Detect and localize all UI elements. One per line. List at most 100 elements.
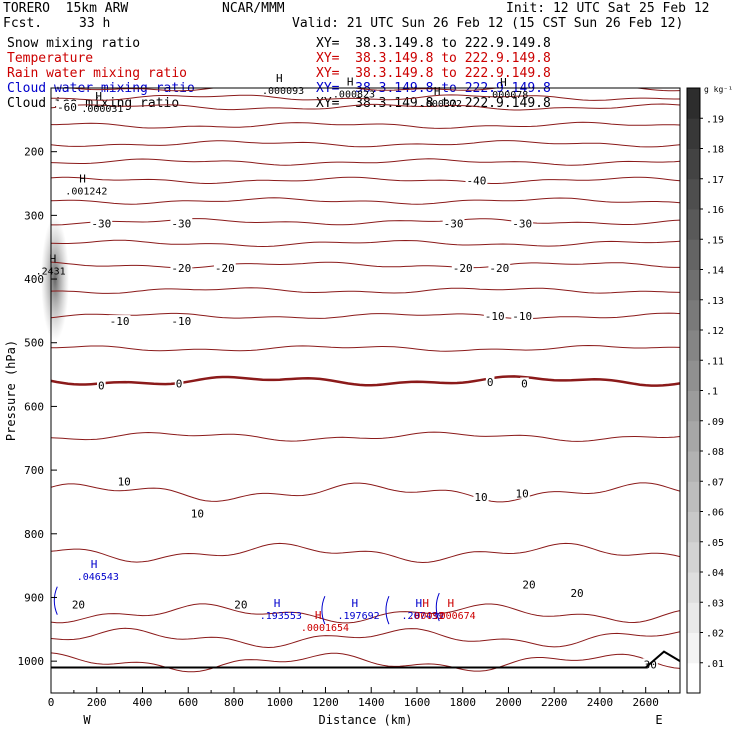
x-tick-label: 200	[87, 696, 107, 709]
y-tick-label: 300	[24, 209, 44, 222]
colorbar-swatch	[687, 330, 700, 361]
x-tick-label: 1800	[449, 696, 476, 709]
maximum-marker-h: H	[351, 597, 358, 610]
isotherm-line	[51, 375, 680, 387]
isotherm-label-bg	[170, 315, 193, 327]
x-tick-label: 1400	[358, 696, 385, 709]
plot-frame	[50, 87, 681, 694]
isotherm-label: 0	[98, 379, 105, 392]
maximum-marker-h: H	[422, 597, 429, 610]
maximum-value-label: .001242	[65, 187, 107, 198]
isotherm-label: -10	[110, 315, 130, 328]
colorbar-swatch	[687, 88, 700, 119]
east-end-label: E	[655, 713, 662, 727]
colorbar-swatch	[687, 511, 700, 543]
isotherm-label-bg	[170, 217, 193, 229]
x-tick-label: 400	[133, 696, 153, 709]
isotherm-line	[51, 239, 680, 248]
colorbar-tick-label: .18	[706, 145, 724, 156]
colorbar-swatch	[687, 239, 700, 270]
colorbar-swatch	[687, 148, 700, 180]
colorbar-tick-label: .16	[706, 205, 724, 216]
isotherm-label: -10	[512, 310, 532, 323]
maximum-marker-h: H	[95, 90, 102, 103]
isotherm-label: 20	[522, 579, 535, 592]
colorbar-swatch	[687, 269, 700, 301]
colorbar-tick-label: .08	[706, 447, 724, 458]
field-label-rain: Rain water mixing ratio	[7, 66, 188, 81]
isotherm-label: 10	[516, 488, 529, 501]
isotherm-label: 0	[521, 377, 528, 390]
colorbar-swatch	[687, 451, 700, 482]
field-xy-snow: XY= 38.3.149.8 to 222.9.149.8	[316, 36, 551, 51]
isotherm-label: 20	[234, 598, 247, 611]
colorbar-tick-label: .03	[706, 598, 724, 609]
terrain-line	[51, 650, 681, 669]
colorbar-swatch	[687, 541, 700, 573]
isotherm-label-bg	[451, 262, 474, 274]
colorbar-tick-label: .06	[706, 508, 724, 519]
colorbar-swatch	[687, 118, 700, 149]
field-label-cloud-ice: Cloud ice mixing ratio	[7, 96, 180, 111]
model-title: TORERO 15km ARW	[3, 1, 129, 16]
isotherm-line	[51, 158, 680, 166]
y-tick-label: 400	[24, 273, 44, 286]
isotherm-label-bg	[473, 490, 489, 502]
y-tick-label: 500	[24, 337, 44, 350]
isotherm-label-bg	[465, 174, 488, 186]
colorbar-tick-label: .01	[706, 659, 724, 670]
isotherm-label: -20	[453, 262, 473, 275]
isotherm-line	[51, 312, 680, 320]
colorbar-tick-label: .17	[706, 175, 724, 186]
isotherm-label-bg	[488, 262, 511, 274]
isotherm-line	[51, 603, 680, 624]
isotherm-label-bg	[511, 309, 534, 321]
isotherm-label-bg	[511, 217, 534, 229]
isotherm-label-bg	[108, 315, 131, 327]
isotherm-line	[51, 140, 680, 148]
x-tick-label: 2000	[495, 696, 522, 709]
isotherm-label-bg	[521, 578, 537, 590]
isotherm-line	[51, 431, 680, 442]
x-tick-label: 2400	[587, 696, 614, 709]
isotherm-line	[51, 542, 680, 564]
maximum-value-label: .000078	[486, 90, 528, 101]
isotherm-label-bg	[233, 598, 249, 610]
colorbar-swatch	[687, 632, 700, 664]
maximum-value-label: .046543	[77, 572, 119, 583]
x-axis-title: Distance (km)	[319, 713, 413, 727]
colorbar-swatch	[687, 390, 700, 422]
isotherm-label-bg	[90, 217, 113, 229]
isotherm-label: -20	[215, 262, 235, 275]
isotherm-label-bg	[116, 475, 132, 487]
maximum-marker-h: H	[434, 85, 441, 98]
isotherm-line	[51, 627, 680, 649]
isotherm-line	[51, 176, 680, 184]
x-tick-label: 2200	[541, 696, 568, 709]
isotherm-label-bg	[56, 101, 78, 113]
colorbar-tick-label: .13	[706, 296, 724, 307]
isotherm-label: -30	[444, 218, 464, 231]
colorbar-tick-label: .07	[706, 477, 724, 488]
isotherm-label-bg	[483, 309, 506, 321]
colorbar-tick-label: .19	[706, 114, 724, 125]
maximum-value-label: .00092	[408, 611, 444, 622]
x-tick-label: 1600	[404, 696, 431, 709]
maximum-value-label: .193553	[260, 611, 302, 622]
isotherm-label: 0	[176, 377, 183, 390]
maximum-value-label: .000372	[420, 99, 462, 110]
colorbar-tick-label: .11	[706, 356, 724, 367]
isotherm-label: -40	[466, 174, 486, 187]
isotherm-label: 10	[191, 507, 204, 520]
colorbar-tick-label: .1	[706, 387, 718, 398]
colorbar-swatch	[687, 420, 700, 452]
isotherm-label-bg	[213, 262, 236, 274]
y-tick-label: 600	[24, 400, 44, 413]
x-tick-label: 1000	[266, 696, 293, 709]
isotherm-label-bg	[174, 377, 184, 389]
isotherm-label: 20	[72, 598, 85, 611]
isotherm-line	[51, 121, 680, 129]
isotherm-line	[51, 218, 680, 226]
isotherm-group	[51, 88, 680, 673]
isotherm-label: -10	[485, 310, 505, 323]
